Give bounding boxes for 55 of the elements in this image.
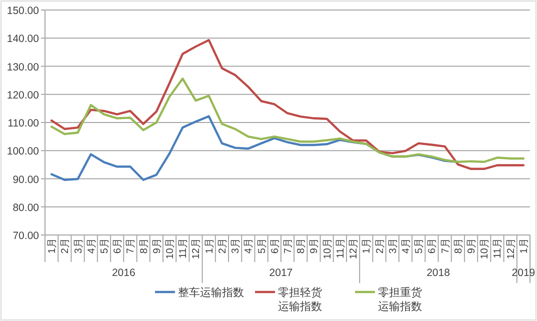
x-tick-label: 7月 [440,238,452,254]
x-tick-label: 10月 [165,238,176,260]
x-tick-label: 5月 [256,238,268,254]
x-tick-label: 7月 [283,238,294,254]
x-tick-label: 9月 [466,238,478,254]
x-tick-label: 2月 [217,238,228,254]
x-tick-label: 8月 [296,238,308,254]
y-tick-label: 150.00 [6,5,40,17]
x-tick-label: 6月 [112,238,124,254]
x-tick-label: 4月 [86,238,98,254]
x-tick-label: 9月 [152,238,163,254]
x-tick-label: 1月 [362,238,373,254]
y-tick-label: 80.00 [12,202,40,214]
x-tick-label: 8月 [453,238,464,254]
x-tick-label: 11月 [178,238,190,258]
x-tick-label: 5月 [414,238,426,254]
x-tick-label: 10月 [480,238,491,260]
text: 2016 [112,267,136,279]
y-tick-label: 140.00 [6,33,40,46]
x-tick-label: 4月 [244,238,255,254]
x-tick-label: 12月 [506,238,517,260]
y-tick-label: 130.00 [6,61,40,74]
y-tick-label: 120.00 [6,89,40,102]
legend-label: 零担重货运输指数 [378,286,422,313]
y-tick-label: 90.00 [12,174,40,186]
text: 2018 [426,267,450,279]
x-tick-label: 12月 [191,238,202,260]
x-tick-label: 6月 [270,238,281,254]
x-tick-label: 6月 [427,238,438,254]
x-tick-label: 12月 [348,238,360,260]
legend-label: 整车运输指数 [178,286,244,299]
text: 2019 [512,267,536,279]
x-tick-label: 2月 [374,238,386,254]
x-tick-label: 10月 [322,238,334,260]
x-tick-label: 1月 [518,238,530,254]
legend-label: 零担轻货运输指数 [278,287,322,313]
x-tick-label: 11月 [492,238,504,258]
line-series [50,78,525,163]
y-tick-label: 70.00 [12,230,40,242]
x-tick-label: 2月 [60,238,72,254]
x-tick-label: 3月 [73,238,84,254]
x-tick-label: 5月 [99,238,110,254]
x-tick-label: 9月 [309,238,320,254]
x-tick-label: 7月 [126,238,137,254]
text: 2017 [269,267,293,279]
x-tick-label: 1月 [204,238,216,254]
y-tick-label: 110.00 [8,118,40,130]
x-tick-label: 3月 [230,238,242,254]
x-tick-label: 3月 [388,238,399,254]
x-tick-label: 11月 [335,238,346,258]
x-tick-label: 1月 [47,238,58,254]
line-series [50,38,525,170]
x-tick-label: 8月 [138,238,150,254]
y-tick-label: 100.00 [6,146,40,158]
x-tick-label: 4月 [400,238,412,254]
